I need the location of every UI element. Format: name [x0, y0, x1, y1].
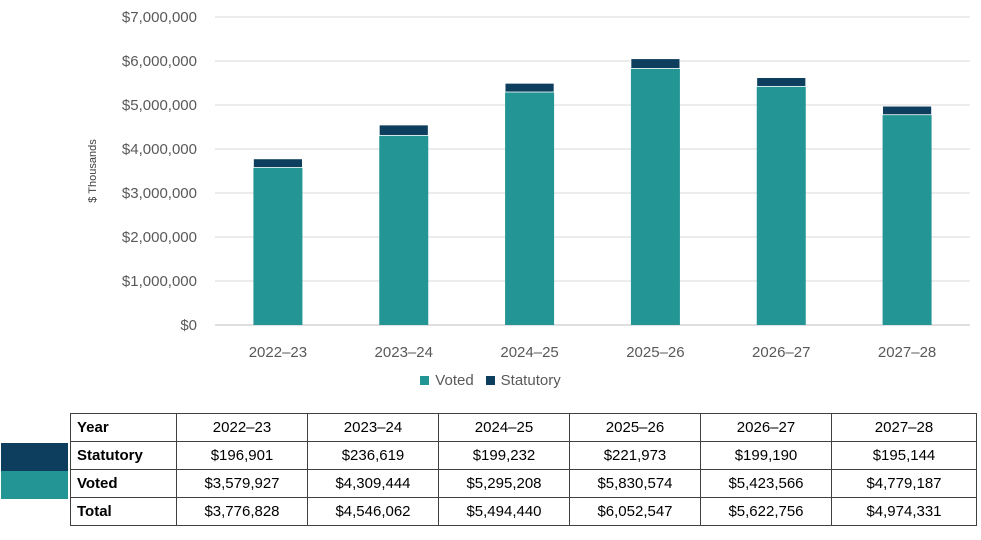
legend-label-statutory: Statutory	[500, 372, 561, 389]
table-row-total: Total $3,776,828 $4,546,062 $5,494,440 $…	[70, 497, 977, 526]
table-cell: $4,779,187	[831, 469, 977, 498]
table-cell: $199,190	[700, 441, 832, 470]
y-tick-label: $6,000,000	[122, 53, 197, 70]
y-tick-label: $2,000,000	[122, 229, 197, 246]
table-row-label: Statutory	[70, 441, 177, 470]
chart-legend: Voted Statutory	[0, 372, 981, 389]
table-row-statutory: Statutory $196,901 $236,619 $199,232 $22…	[70, 441, 977, 470]
table-header-year: 2024–25	[438, 413, 570, 442]
table-cell: $3,579,927	[176, 469, 308, 498]
bar-statutory-2027–28	[882, 105, 932, 116]
table-cell: $5,295,208	[438, 469, 570, 498]
table-cell: $4,974,331	[831, 497, 977, 526]
bar-voted-2025–26	[630, 68, 680, 325]
table-cell: $4,309,444	[307, 469, 439, 498]
y-tick-label: $5,000,000	[122, 97, 197, 114]
table-cell: $195,144	[831, 441, 977, 470]
table-header-year: 2023–24	[307, 413, 439, 442]
table-cell: $6,052,547	[569, 497, 701, 526]
y-tick-label: $3,000,000	[122, 185, 197, 202]
legend-item-voted: Voted	[420, 372, 474, 389]
y-tick-label: $1,000,000	[122, 273, 197, 290]
legend-item-statutory: Statutory	[485, 372, 561, 389]
table-swatch-voted	[1, 471, 68, 499]
bar-statutory-2026–27	[756, 77, 807, 87]
table-cell: $196,901	[176, 441, 308, 470]
bar-statutory-2023–24	[378, 124, 429, 136]
legend-label-voted: Voted	[435, 372, 474, 389]
y-tick-label: $0	[180, 317, 197, 334]
y-tick-label: $4,000,000	[122, 141, 197, 158]
table-header-year: 2025–26	[569, 413, 701, 442]
bars	[253, 58, 932, 325]
table-row-label: Voted	[70, 469, 177, 498]
bar-statutory-2022–23	[253, 158, 303, 168]
table-cell: $221,973	[569, 441, 701, 470]
x-tick-label: 2024–25	[500, 344, 558, 361]
table-cell: $4,546,062	[307, 497, 439, 526]
table-row-label: Total	[70, 497, 177, 526]
bar-voted-2027–28	[882, 114, 932, 325]
y-axis-ticks: $0 $1,000,000 $2,000,000 $3,000,000 $4,000,0…	[122, 9, 197, 334]
table-cell: $5,494,440	[438, 497, 570, 526]
table-header-row: Year 2022–23 2023–24 2024–25 2025–26 202…	[70, 413, 977, 442]
bar-statutory-2024–25	[504, 82, 555, 93]
table-cell: $5,423,566	[700, 469, 832, 498]
bar-statutory-2025–26	[630, 58, 681, 69]
table-cell: $3,776,828	[176, 497, 308, 526]
y-axis-label: $ Thousands	[87, 139, 99, 203]
bar-voted-2022–23	[253, 167, 303, 325]
stacked-bar-chart: $0 $1,000,000 $2,000,000 $3,000,000 $4,000,0…	[87, 9, 970, 361]
table-header-year: 2026–27	[700, 413, 832, 442]
table-header-year: 2022–23	[176, 413, 308, 442]
table-header-year: 2027–28	[831, 413, 977, 442]
data-table: Year 2022–23 2023–24 2024–25 2025–26 202…	[70, 413, 977, 526]
table-cell: $199,232	[438, 441, 570, 470]
x-tick-label: 2022–23	[249, 344, 307, 361]
table-cell: $5,622,756	[700, 497, 832, 526]
x-tick-label: 2023–24	[375, 344, 433, 361]
x-axis-ticks: 2022–23 2023–24 2024–25 2025–26 2026–27 2027–…	[249, 344, 937, 361]
table-swatch-statutory	[1, 443, 68, 471]
table-header-label: Year	[70, 413, 177, 442]
bar-voted-2026–27	[756, 86, 806, 325]
bar-voted-2024–25	[505, 92, 555, 325]
table-row-voted: Voted $3,579,927 $4,309,444 $5,295,208 $…	[70, 469, 977, 498]
y-tick-label: $7,000,000	[122, 9, 197, 26]
gridlines	[215, 16, 970, 326]
x-tick-label: 2027–28	[878, 344, 936, 361]
bar-voted-2023–24	[379, 135, 429, 325]
table-cell: $236,619	[307, 441, 439, 470]
table-cell: $5,830,574	[569, 469, 701, 498]
legend-swatch-voted	[420, 376, 430, 385]
legend-swatch-statutory	[485, 376, 495, 385]
x-tick-label: 2025–26	[626, 344, 684, 361]
x-tick-label: 2026–27	[752, 344, 810, 361]
